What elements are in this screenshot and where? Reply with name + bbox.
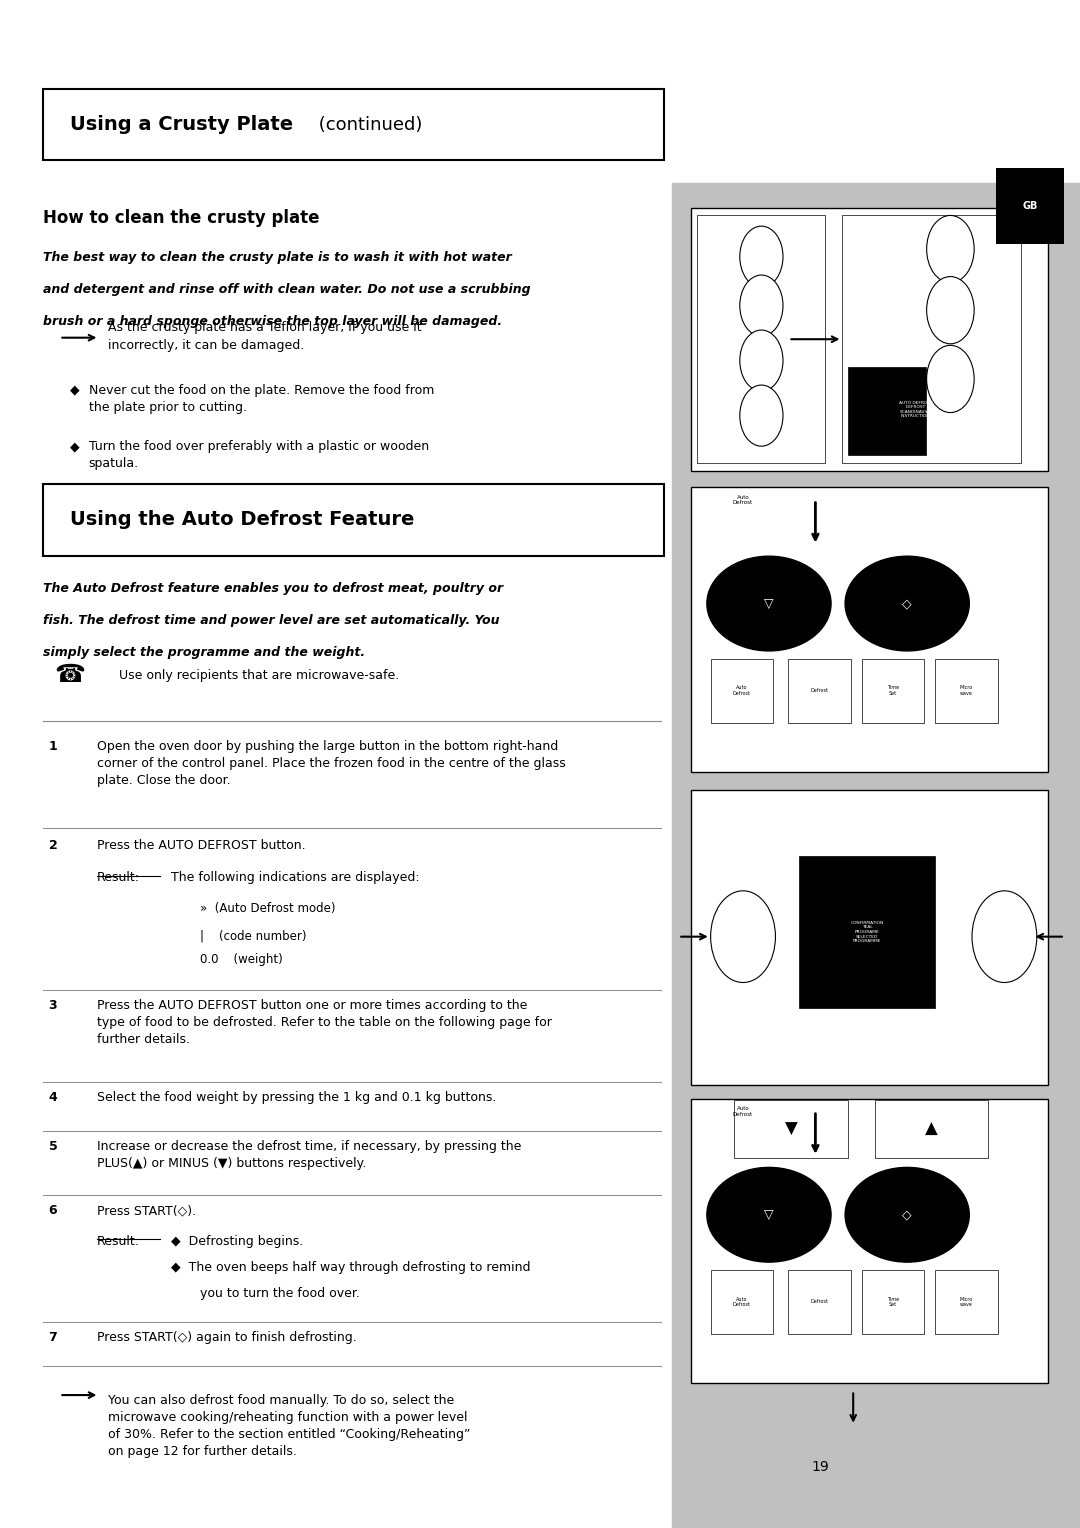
Text: 5: 5 bbox=[49, 1140, 57, 1154]
Text: Defrost: Defrost bbox=[811, 1299, 828, 1305]
Text: ▼: ▼ bbox=[785, 1120, 798, 1138]
Text: Select the food weight by pressing the 1 kg and 0.1 kg buttons.: Select the food weight by pressing the 1… bbox=[97, 1091, 497, 1105]
FancyBboxPatch shape bbox=[691, 208, 1048, 471]
Text: Micro
wave: Micro wave bbox=[960, 1297, 973, 1306]
Text: Press START(◇) again to finish defrosting.: Press START(◇) again to finish defrostin… bbox=[97, 1331, 357, 1345]
Circle shape bbox=[927, 345, 974, 413]
Text: and detergent and rinse off with clean water. Do not use a scrubbing: and detergent and rinse off with clean w… bbox=[43, 283, 531, 296]
Circle shape bbox=[927, 277, 974, 344]
Text: Open the oven door by pushing the large button in the bottom right-hand
corner o: Open the oven door by pushing the large … bbox=[97, 740, 566, 787]
Text: Result:: Result: bbox=[97, 871, 140, 885]
Bar bbox=[672, 183, 1080, 1528]
FancyBboxPatch shape bbox=[711, 1270, 773, 1334]
FancyBboxPatch shape bbox=[799, 856, 934, 1008]
Ellipse shape bbox=[706, 1167, 832, 1262]
Text: Using a Crusty Plate: Using a Crusty Plate bbox=[70, 115, 294, 134]
Text: fish. The defrost time and power level are set automatically. You: fish. The defrost time and power level a… bbox=[43, 614, 500, 628]
FancyBboxPatch shape bbox=[691, 487, 1048, 772]
Text: Auto
Defrost: Auto Defrost bbox=[733, 495, 753, 506]
FancyBboxPatch shape bbox=[734, 1100, 848, 1158]
Text: brush or a hard sponge otherwise the top layer will be damaged.: brush or a hard sponge otherwise the top… bbox=[43, 315, 502, 329]
Ellipse shape bbox=[846, 1167, 970, 1262]
Text: Using the Auto Defrost Feature: Using the Auto Defrost Feature bbox=[70, 510, 415, 529]
Text: Press START(◇).: Press START(◇). bbox=[97, 1204, 197, 1218]
Circle shape bbox=[972, 891, 1037, 983]
Text: Time
Set: Time Set bbox=[887, 686, 900, 695]
Text: Use only recipients that are microwave-safe.: Use only recipients that are microwave-s… bbox=[119, 669, 399, 681]
Text: GB: GB bbox=[1022, 202, 1038, 211]
Text: 6: 6 bbox=[49, 1204, 57, 1218]
Text: 19: 19 bbox=[812, 1459, 829, 1475]
Text: Press the AUTO DEFROST button one or more times according to the
type of food to: Press the AUTO DEFROST button one or mor… bbox=[97, 999, 552, 1047]
Circle shape bbox=[711, 891, 775, 983]
Bar bbox=[672, 183, 1080, 1528]
FancyBboxPatch shape bbox=[935, 659, 998, 723]
Text: ◆  The oven beeps half way through defrosting to remind: ◆ The oven beeps half way through defros… bbox=[171, 1261, 530, 1274]
Circle shape bbox=[740, 275, 783, 336]
Text: Auto
Defrost: Auto Defrost bbox=[733, 1297, 751, 1306]
Ellipse shape bbox=[706, 556, 832, 651]
Text: |    (code number): | (code number) bbox=[200, 929, 307, 943]
Text: ◆: ◆ bbox=[70, 384, 80, 397]
Text: 1: 1 bbox=[49, 740, 57, 753]
Text: Result:: Result: bbox=[97, 1235, 140, 1248]
Text: ◆  Defrosting begins.: ◆ Defrosting begins. bbox=[171, 1235, 302, 1248]
Text: Micro
wave: Micro wave bbox=[960, 686, 973, 695]
FancyBboxPatch shape bbox=[691, 790, 1048, 1085]
Text: »  (Auto Defrost mode): » (Auto Defrost mode) bbox=[200, 902, 335, 915]
FancyBboxPatch shape bbox=[43, 89, 664, 160]
FancyBboxPatch shape bbox=[788, 659, 851, 723]
FancyBboxPatch shape bbox=[788, 1270, 851, 1334]
Text: The following indications are displayed:: The following indications are displayed: bbox=[171, 871, 419, 885]
Text: Time
Set: Time Set bbox=[887, 1297, 900, 1306]
Text: ☎: ☎ bbox=[55, 663, 85, 688]
Polygon shape bbox=[794, 1464, 848, 1500]
FancyBboxPatch shape bbox=[848, 367, 927, 455]
Text: Turn the food over preferably with a plastic or wooden
spatula.: Turn the food over preferably with a pla… bbox=[89, 440, 429, 471]
Text: (continued): (continued) bbox=[313, 116, 422, 133]
FancyBboxPatch shape bbox=[996, 168, 1064, 244]
Text: CONFIRMATION
TEAL
PROGRAME
SELECTED
PROGRAMME: CONFIRMATION TEAL PROGRAME SELECTED PROG… bbox=[851, 921, 883, 943]
Text: simply select the programme and the weight.: simply select the programme and the weig… bbox=[43, 646, 365, 660]
Text: ▽: ▽ bbox=[765, 597, 773, 610]
FancyBboxPatch shape bbox=[875, 1100, 988, 1158]
FancyBboxPatch shape bbox=[935, 1270, 998, 1334]
Text: The best way to clean the crusty plate is to wash it with hot water: The best way to clean the crusty plate i… bbox=[43, 251, 512, 264]
Text: The Auto Defrost feature enables you to defrost meat, poultry or: The Auto Defrost feature enables you to … bbox=[43, 582, 503, 596]
Text: Increase or decrease the defrost time, if necessary, by pressing the
PLUS(▲) or : Increase or decrease the defrost time, i… bbox=[97, 1140, 522, 1170]
FancyBboxPatch shape bbox=[711, 659, 773, 723]
Text: 3: 3 bbox=[49, 999, 57, 1013]
Text: 4: 4 bbox=[49, 1091, 57, 1105]
Text: ◇: ◇ bbox=[903, 597, 912, 610]
Circle shape bbox=[740, 330, 783, 391]
Text: you to turn the food over.: you to turn the food over. bbox=[200, 1287, 360, 1300]
Text: Press the AUTO DEFROST button.: Press the AUTO DEFROST button. bbox=[97, 839, 306, 853]
FancyBboxPatch shape bbox=[862, 659, 924, 723]
FancyBboxPatch shape bbox=[43, 484, 664, 556]
FancyBboxPatch shape bbox=[862, 1270, 924, 1334]
Circle shape bbox=[927, 215, 974, 283]
Text: ◇: ◇ bbox=[903, 1209, 912, 1221]
Ellipse shape bbox=[846, 556, 970, 651]
Text: You can also defrost food manually. To do so, select the
microwave cooking/rehea: You can also defrost food manually. To d… bbox=[108, 1394, 471, 1458]
FancyBboxPatch shape bbox=[842, 215, 1021, 463]
Text: Never cut the food on the plate. Remove the food from
the plate prior to cutting: Never cut the food on the plate. Remove … bbox=[89, 384, 434, 414]
Text: 2: 2 bbox=[49, 839, 57, 853]
Text: 7: 7 bbox=[49, 1331, 57, 1345]
Text: ▽: ▽ bbox=[765, 1209, 773, 1221]
FancyBboxPatch shape bbox=[691, 1099, 1048, 1383]
Text: ◆: ◆ bbox=[70, 440, 80, 454]
Text: ▲: ▲ bbox=[924, 1120, 937, 1138]
Text: AUTO DEFROST
DEFROST
SCANDINAVIAN
INSTRUCTION: AUTO DEFROST DEFROST SCANDINAVIAN INSTRU… bbox=[899, 400, 933, 419]
Circle shape bbox=[740, 226, 783, 287]
Text: How to clean the crusty plate: How to clean the crusty plate bbox=[43, 209, 320, 228]
FancyBboxPatch shape bbox=[697, 215, 825, 463]
Circle shape bbox=[740, 385, 783, 446]
Text: As the crusty plate has a Teflon layer, if you use it
incorrectly, it can be dam: As the crusty plate has a Teflon layer, … bbox=[108, 321, 421, 351]
Text: Auto
Defrost: Auto Defrost bbox=[733, 686, 751, 695]
Text: 0.0    (weight): 0.0 (weight) bbox=[200, 953, 283, 967]
Text: Auto
Defrost: Auto Defrost bbox=[733, 1106, 753, 1117]
Text: Defrost: Defrost bbox=[811, 688, 828, 694]
